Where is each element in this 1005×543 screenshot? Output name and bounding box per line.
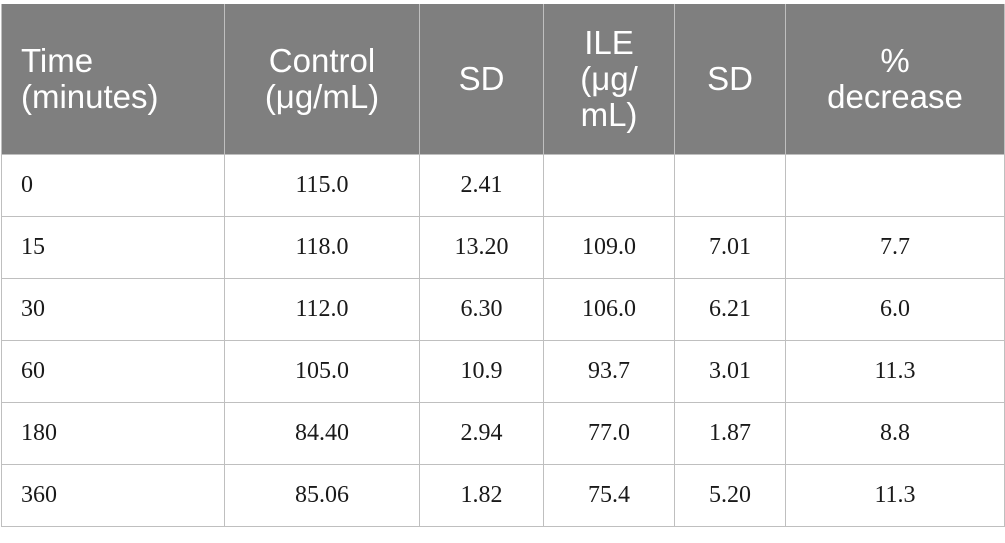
table-row: 360 85.06 1.82 75.4 5.20 11.3 <box>1 464 1005 527</box>
cell-ile: 75.4 <box>543 464 675 527</box>
cell-control: 105.0 <box>224 340 420 403</box>
table-row: 0 115.0 2.41 <box>1 154 1005 217</box>
cell-control-sd: 6.30 <box>419 278 544 341</box>
cell-percent-decrease <box>785 154 1005 217</box>
cell-ile: 77.0 <box>543 402 675 465</box>
cell-ile <box>543 154 675 217</box>
header-control: Control (μg/mL) <box>224 4 420 155</box>
cell-percent-decrease: 8.8 <box>785 402 1005 465</box>
cell-ile-sd: 3.01 <box>674 340 786 403</box>
cell-percent-decrease: 7.7 <box>785 216 1005 279</box>
table-row: 180 84.40 2.94 77.0 1.87 8.8 <box>1 402 1005 465</box>
cell-ile: 109.0 <box>543 216 675 279</box>
header-ile: ILE (μg/ mL) <box>543 4 675 155</box>
header-control-sd: SD <box>419 4 544 155</box>
cell-control: 84.40 <box>224 402 420 465</box>
cell-control: 112.0 <box>224 278 420 341</box>
cell-control: 115.0 <box>224 154 420 217</box>
cell-time: 360 <box>1 464 225 527</box>
cell-time: 180 <box>1 402 225 465</box>
cell-control-sd: 2.94 <box>419 402 544 465</box>
cell-percent-decrease: 11.3 <box>785 340 1005 403</box>
cell-control-sd: 13.20 <box>419 216 544 279</box>
cell-control: 85.06 <box>224 464 420 527</box>
table-body: 0 115.0 2.41 15 118.0 13.20 109.0 7.01 7… <box>1 154 1005 527</box>
table-row: 30 112.0 6.30 106.0 6.21 6.0 <box>1 278 1005 341</box>
header-ile-sd: SD <box>674 4 786 155</box>
cell-control-sd: 10.9 <box>419 340 544 403</box>
cell-ile-sd: 6.21 <box>674 278 786 341</box>
data-table-container: Time (minutes) Control (μg/mL) SD ILE (μ… <box>1 4 1005 527</box>
cell-ile: 93.7 <box>543 340 675 403</box>
cell-time: 60 <box>1 340 225 403</box>
table-header: Time (minutes) Control (μg/mL) SD ILE (μ… <box>1 4 1005 155</box>
table-row: 15 118.0 13.20 109.0 7.01 7.7 <box>1 216 1005 279</box>
cell-time: 0 <box>1 154 225 217</box>
cell-ile-sd: 1.87 <box>674 402 786 465</box>
cell-ile-sd <box>674 154 786 217</box>
header-time: Time (minutes) <box>1 4 225 155</box>
header-row: Time (minutes) Control (μg/mL) SD ILE (μ… <box>1 4 1005 155</box>
cell-ile-sd: 5.20 <box>674 464 786 527</box>
cell-time: 30 <box>1 278 225 341</box>
table-row: 60 105.0 10.9 93.7 3.01 11.3 <box>1 340 1005 403</box>
cell-control-sd: 1.82 <box>419 464 544 527</box>
cell-control-sd: 2.41 <box>419 154 544 217</box>
cell-percent-decrease: 11.3 <box>785 464 1005 527</box>
cell-control: 118.0 <box>224 216 420 279</box>
header-percent-decrease: % decrease <box>785 4 1005 155</box>
cell-ile-sd: 7.01 <box>674 216 786 279</box>
data-table: Time (minutes) Control (μg/mL) SD ILE (μ… <box>1 4 1005 527</box>
cell-percent-decrease: 6.0 <box>785 278 1005 341</box>
cell-ile: 106.0 <box>543 278 675 341</box>
cell-time: 15 <box>1 216 225 279</box>
